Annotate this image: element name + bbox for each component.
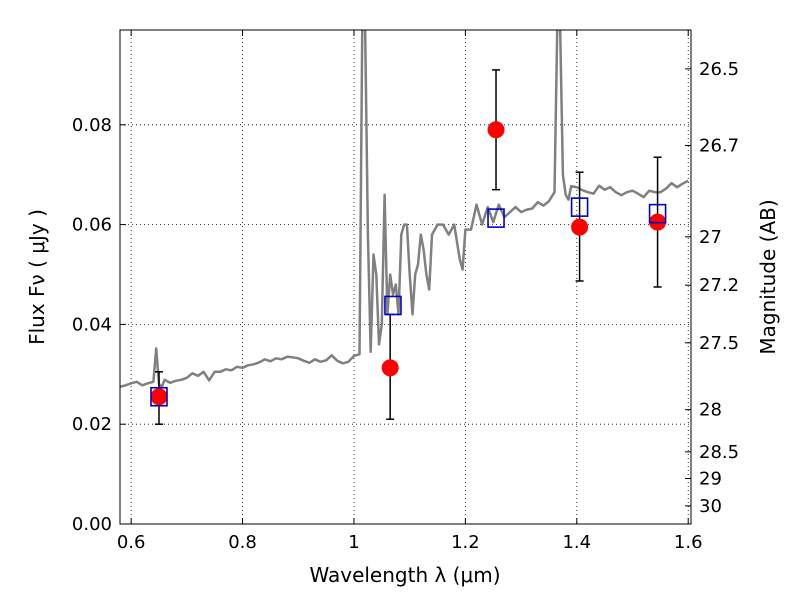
y-axis-title: Flux Fν ( μJy ) [25, 209, 49, 345]
model-photometry-square [487, 208, 505, 228]
axis-ticks: 0.6 0.8 1 1.2 1.4 1.6 0.00 0.02 0.04 0.06 0.08 26.5… [72, 30, 739, 553]
y-tick-label: 0.06 [72, 215, 112, 236]
y2-axis-title: Magnitude (AB) [756, 199, 780, 354]
model-photometry-square [648, 203, 667, 224]
y2-tick-label: 29 [699, 468, 722, 489]
x-tick-label: 0.6 [117, 532, 146, 553]
y2-tick-label: 27.2 [699, 275, 739, 296]
x-tick-label: 0.8 [228, 532, 257, 553]
model-photometry-square [384, 295, 402, 316]
x-tick-label: 1.6 [674, 532, 703, 553]
y2-tick-label: 26.5 [699, 59, 739, 80]
model-spectrum-layer [120, 30, 689, 389]
observed-point [487, 121, 505, 139]
marker-layer [150, 121, 667, 407]
y-tick-label: 0.08 [72, 115, 112, 136]
y2-tick-label: 30 [699, 496, 722, 517]
y-tick-label: 0.02 [72, 414, 112, 435]
observed-point [381, 359, 399, 377]
x-tick-label: 1.2 [451, 532, 480, 553]
y2-tick-label: 27 [699, 227, 722, 248]
plot-frame [119, 29, 692, 525]
grid-lines [120, 30, 691, 525]
model-photometry-square [150, 386, 168, 407]
y2-tick-label: 26.7 [699, 135, 739, 156]
x-tick-label: 1 [348, 532, 359, 553]
y2-tick-label: 28 [699, 400, 722, 421]
model-spectrum-line [120, 30, 689, 389]
observed-point [571, 218, 589, 236]
y2-tick-label: 28.5 [699, 442, 739, 463]
y2-tick-label: 27.5 [699, 333, 739, 354]
y-tick-label: 0.04 [72, 314, 112, 335]
x-axis-title: Wavelength λ (μm) [309, 563, 500, 587]
model-photometry-square [570, 197, 589, 217]
y-tick-label: 0.00 [72, 514, 112, 535]
x-tick-label: 1.4 [562, 532, 591, 553]
observed-point [150, 388, 168, 406]
